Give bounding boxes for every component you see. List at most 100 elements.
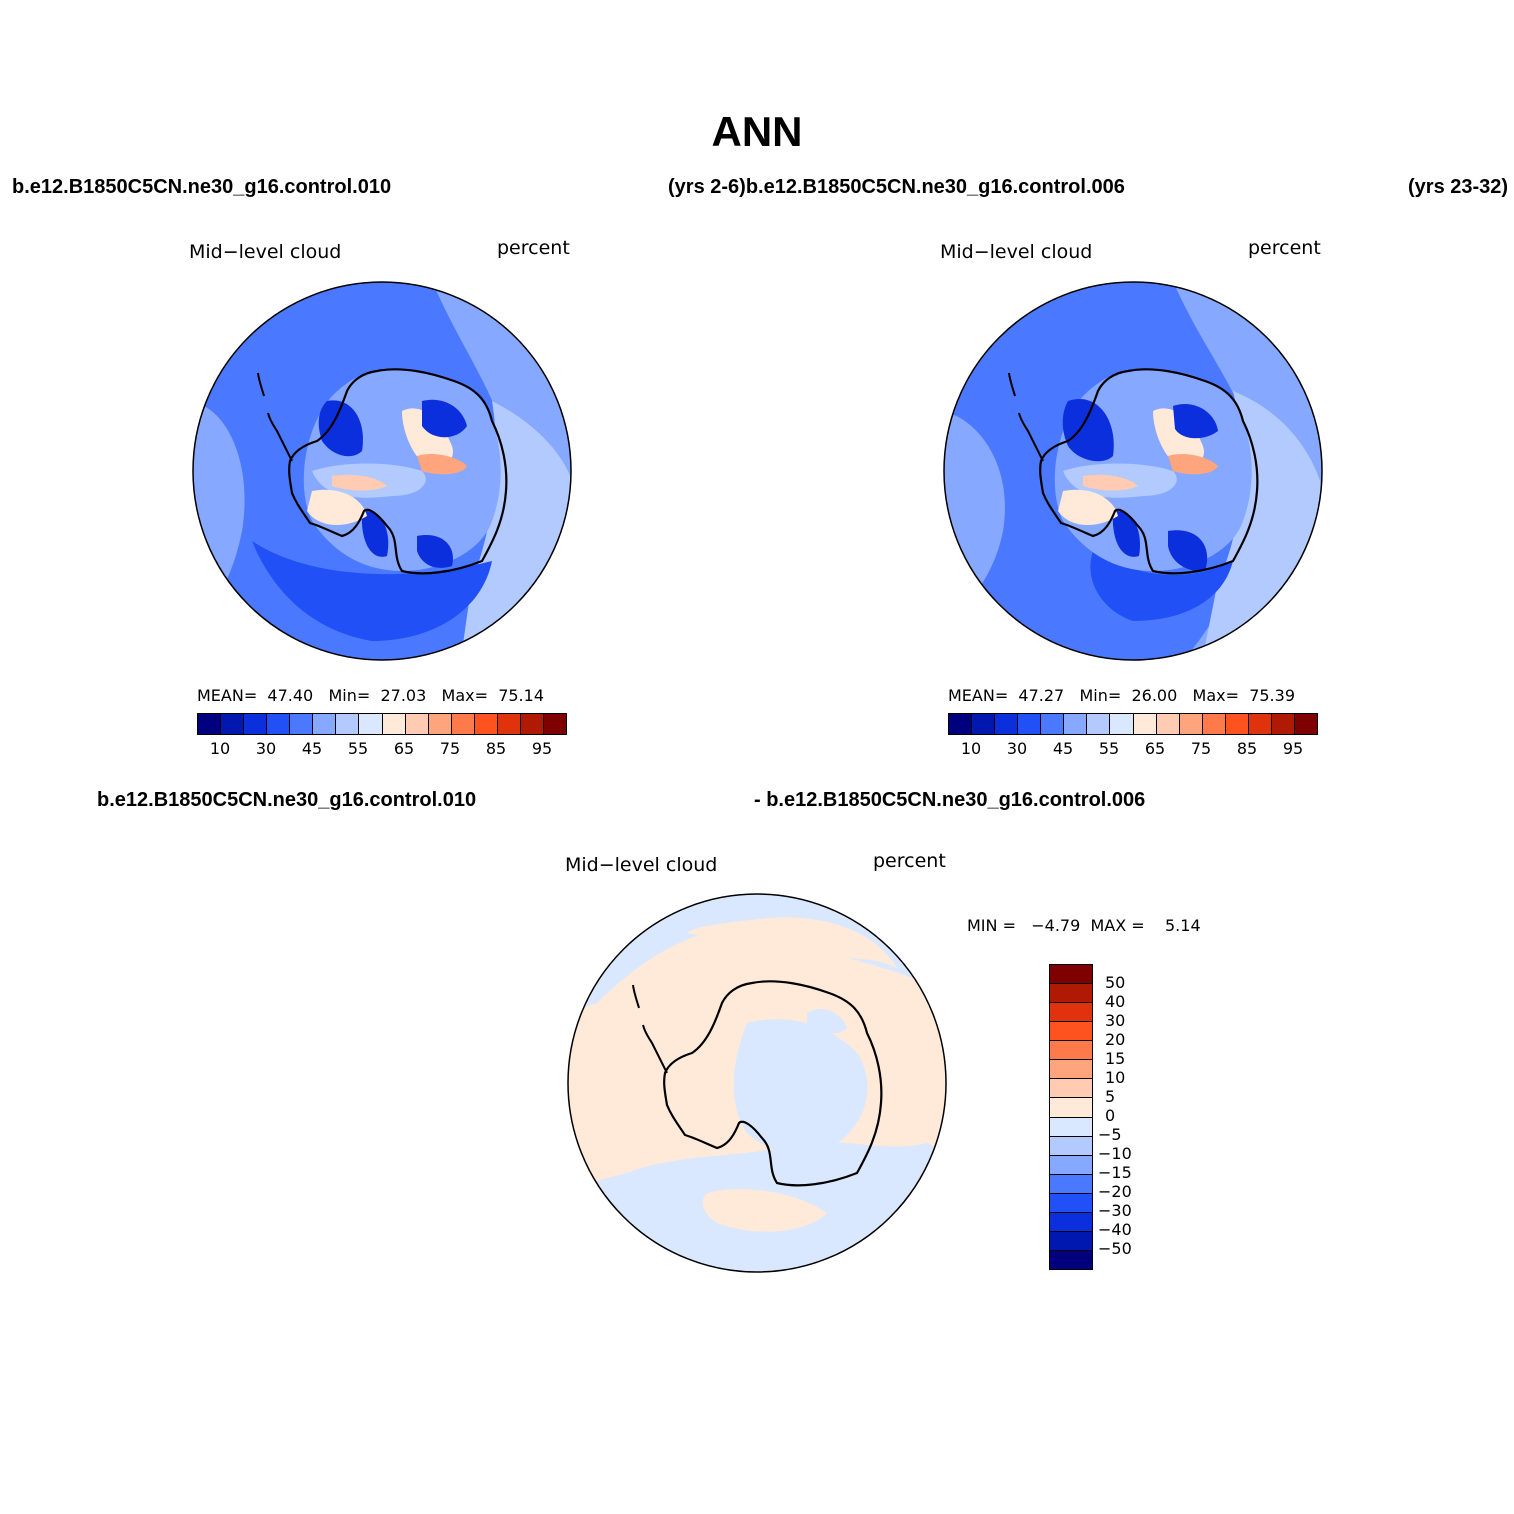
colorbar-tick-label: −50 [1098, 1239, 1132, 1258]
colorbar-swatch [382, 714, 406, 734]
colorbar-swatch [1294, 714, 1317, 734]
colorbar-swatch [198, 714, 222, 734]
colorbar-tick-label: 65 [393, 739, 415, 758]
colorbar-tick-label: 95 [531, 739, 553, 758]
colorbar-swatch [1050, 1193, 1092, 1213]
colorbar-tick-label: −40 [1098, 1220, 1132, 1239]
colorbar-swatch [221, 714, 245, 734]
colorbar-tick-label: 15 [1105, 1049, 1126, 1068]
colorbar-tick-label: 75 [1190, 739, 1212, 758]
panel3-units-label: percent [873, 850, 946, 872]
colorbar-tick-label: −10 [1098, 1144, 1132, 1163]
panel3-colorbar [1049, 964, 1093, 1270]
colorbar-swatch [1050, 984, 1092, 1004]
colorbar-swatch [1050, 1060, 1092, 1080]
colorbar-tick-label: 30 [1006, 739, 1028, 758]
colorbar-swatch [1271, 714, 1295, 734]
colorbar-tick-label: 10 [1105, 1068, 1126, 1087]
colorbar-tick-label: 50 [1105, 973, 1126, 992]
panel2-variable-label: Mid−level cloud [940, 241, 1093, 263]
colorbar-swatch [1133, 714, 1157, 734]
diff-case-label-right: - b.e12.B1850C5CN.ne30_g16.control.006 [754, 789, 1146, 811]
colorbar-swatch [1050, 1098, 1092, 1118]
colorbar-tick-label: 45 [1052, 739, 1074, 758]
colorbar-swatch [1110, 714, 1134, 734]
colorbar-swatch [405, 714, 429, 734]
colorbar-tick-label: 85 [1236, 739, 1258, 758]
colorbar-swatch [949, 714, 973, 734]
colorbar-swatch [428, 714, 452, 734]
colorbar-tick-label: 45 [301, 739, 323, 758]
panel1-variable-label: Mid−level cloud [189, 241, 342, 263]
colorbar-swatch [1202, 714, 1226, 734]
colorbar-swatch [336, 714, 360, 734]
colorbar-tick-label: 0 [1105, 1106, 1116, 1125]
colorbar-swatch [267, 714, 291, 734]
colorbar-swatch [1050, 1022, 1092, 1042]
colorbar-swatch [1050, 1155, 1092, 1175]
colorbar-swatch [1064, 714, 1088, 734]
colorbar-tick-label: 30 [255, 739, 277, 758]
colorbar-tick-label: 55 [347, 739, 369, 758]
colorbar-tick-label: 95 [1282, 739, 1304, 758]
colorbar-swatch [1050, 1003, 1092, 1023]
colorbar-tick-label: 30 [1105, 1011, 1126, 1030]
colorbar-tick-label: 5 [1105, 1087, 1116, 1106]
diff-case-label-left: b.e12.B1850C5CN.ne30_g16.control.010 [97, 789, 477, 811]
panel1-polar-map [192, 281, 572, 661]
colorbar-swatch [1050, 1117, 1092, 1137]
colorbar-swatch [1156, 714, 1180, 734]
colorbar-swatch [1018, 714, 1042, 734]
colorbar-swatch [359, 714, 383, 734]
colorbar-swatch [1050, 1136, 1092, 1156]
panel2-units-label: percent [1248, 237, 1321, 259]
colorbar-swatch [543, 714, 566, 734]
colorbar-tick-label: 85 [485, 739, 507, 758]
panel3-variable-label: Mid−level cloud [565, 854, 718, 876]
page-title: ANN [711, 108, 803, 155]
colorbar-swatch [244, 714, 268, 734]
colorbar-swatch [313, 714, 337, 734]
panel3-minmax: MIN = −4.79 MAX = 5.14 [967, 916, 1201, 935]
panel2-polar-map [943, 281, 1323, 661]
colorbar-swatch [1050, 1212, 1092, 1232]
colorbar-tick-label: 75 [439, 739, 461, 758]
colorbar-swatch [474, 714, 498, 734]
colorbar-swatch [1050, 1231, 1092, 1251]
case-label-left: b.e12.B1850C5CN.ne30_g16.control.010 [12, 176, 392, 198]
case-label-center: (yrs 2-6)b.e12.B1850C5CN.ne30_g16.contro… [668, 176, 1125, 198]
colorbar-tick-label: 10 [209, 739, 231, 758]
colorbar-swatch [290, 714, 314, 734]
colorbar-swatch [520, 714, 544, 734]
colorbar-swatch [1179, 714, 1203, 734]
colorbar-swatch [995, 714, 1019, 734]
colorbar-swatch [1087, 714, 1111, 734]
colorbar-swatch [451, 714, 475, 734]
case-label-right: (yrs 23-32) [1408, 176, 1509, 198]
colorbar-tick-label: −30 [1098, 1201, 1132, 1220]
colorbar-swatch [1248, 714, 1272, 734]
colorbar-swatch [1225, 714, 1249, 734]
panel2-stats: MEAN= 47.27 Min= 26.00 Max= 75.39 [948, 686, 1295, 705]
panel1-stats: MEAN= 47.40 Min= 27.03 Max= 75.14 [197, 686, 544, 705]
panel3-polar-map [567, 893, 947, 1273]
colorbar-tick-label: 65 [1144, 739, 1166, 758]
panel1-units-label: percent [497, 237, 570, 259]
colorbar-tick-label: 10 [960, 739, 982, 758]
colorbar-swatch [1050, 1174, 1092, 1194]
colorbar-swatch [972, 714, 996, 734]
colorbar-tick-label: 55 [1098, 739, 1120, 758]
panel2-colorbar [948, 713, 1318, 735]
colorbar-swatch [1050, 1250, 1092, 1269]
colorbar-swatch [1050, 1041, 1092, 1061]
colorbar-swatch [1050, 1079, 1092, 1099]
colorbar-tick-label: 20 [1105, 1030, 1126, 1049]
colorbar-tick-label: 40 [1105, 992, 1126, 1011]
colorbar-swatch [1041, 714, 1065, 734]
panel1-colorbar [197, 713, 567, 735]
colorbar-swatch [1050, 965, 1092, 985]
colorbar-swatch [497, 714, 521, 734]
colorbar-tick-label: −20 [1098, 1182, 1132, 1201]
colorbar-tick-label: −5 [1098, 1125, 1122, 1144]
colorbar-tick-label: −15 [1098, 1163, 1132, 1182]
